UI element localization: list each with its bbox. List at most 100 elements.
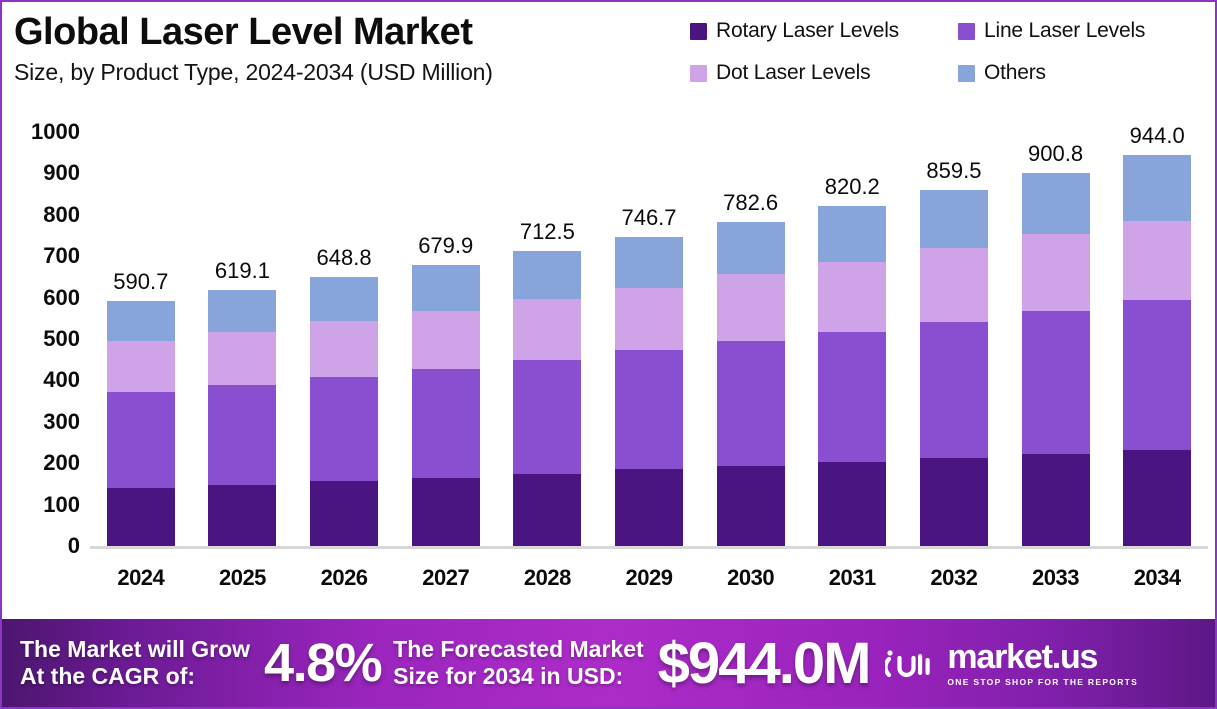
bars-container: 590.7 619.1 648.8 679.9 712.5 746.7 782.6 820.2… (90, 110, 1208, 546)
bar-group-2030[interactable]: 782.6 (716, 110, 785, 546)
bar-stack-2033 (1021, 173, 1090, 546)
bar-segment-2032-rotary-laser-levels[interactable] (919, 457, 988, 546)
bar-segment-2033-dot-laser-levels[interactable] (1021, 234, 1090, 311)
y-axis-tick-800: 800 (43, 201, 80, 227)
y-axis: 0 100 200 300 400 500 600 700 800 900 1000 (2, 110, 88, 607)
bar-segment-2024-rotary-laser-levels[interactable] (106, 488, 175, 546)
bar-group-2032[interactable]: 859.5 (919, 110, 988, 546)
bar-segment-2029-dot-laser-levels[interactable] (615, 288, 683, 351)
bar-segment-2034-others[interactable] (1123, 155, 1192, 222)
bar-segment-2029-rotary-laser-levels[interactable] (615, 469, 683, 546)
legend-item-3[interactable]: Others (958, 61, 1198, 85)
bar-segment-2032-others[interactable] (919, 190, 988, 248)
bar-segment-2031-dot-laser-levels[interactable] (818, 261, 887, 332)
bar-segment-2027-others[interactable] (411, 264, 480, 311)
bar-group-2025[interactable]: 619.1 (208, 110, 277, 546)
brand-tagline: ONE STOP SHOP FOR THE REPORTS (947, 676, 1139, 687)
legend-item-0[interactable]: Rotary Laser Levels (690, 19, 958, 43)
bar-segment-2029-line-laser-levels[interactable] (615, 350, 683, 470)
page-title: Global Laser Level Market (14, 11, 473, 53)
legend-swatch-dot (690, 64, 707, 82)
brand-logo[interactable]: market.us ONE STOP SHOP FOR THE REPORTS (883, 640, 1138, 687)
y-axis-tick-600: 600 (43, 284, 80, 310)
x-axis-tick-2030: 2030 (727, 565, 775, 590)
bar-segment-2032-dot-laser-levels[interactable] (919, 247, 988, 323)
bar-segment-2029-others[interactable] (615, 236, 683, 289)
bar-segment-2030-rotary-laser-levels[interactable] (716, 465, 785, 546)
forecast-caption-line1: The Forecasted Market (393, 635, 644, 662)
legend-label-2: Dot Laser Levels (716, 61, 871, 84)
bar-segment-2033-line-laser-levels[interactable] (1021, 310, 1090, 454)
bar-group-2026[interactable]: 648.8 (310, 110, 379, 546)
x-axis-tick-2025: 2025 (218, 565, 266, 590)
x-axis-tick-2029: 2029 (625, 565, 673, 590)
bar-segment-2028-others[interactable] (513, 251, 582, 300)
cagr-value: 4.8% (264, 633, 383, 693)
bar-segment-2024-line-laser-levels[interactable] (106, 392, 175, 489)
bar-group-2033[interactable]: 900.8 (1021, 110, 1090, 546)
y-axis-tick-500: 500 (43, 326, 80, 351)
bar-segment-2027-dot-laser-levels[interactable] (411, 310, 480, 369)
bar-group-2028[interactable]: 712.5 (513, 110, 582, 546)
bar-segment-2026-rotary-laser-levels[interactable] (310, 481, 379, 546)
bar-group-2034[interactable]: 944.0 (1123, 110, 1192, 546)
bar-segment-2025-line-laser-levels[interactable] (208, 384, 277, 485)
bar-segment-2026-others[interactable] (310, 277, 379, 322)
bar-segment-2034-rotary-laser-levels[interactable] (1123, 449, 1192, 546)
bar-segment-2033-rotary-laser-levels[interactable] (1021, 453, 1090, 546)
bar-segment-2030-dot-laser-levels[interactable] (716, 274, 785, 342)
bar-stack-2029 (615, 236, 683, 546)
legend-label-3: Others (984, 61, 1046, 84)
footer-banner: The Market will Grow At the CAGR of: 4.8… (2, 619, 1215, 707)
bar-segment-2031-others[interactable] (818, 206, 887, 262)
chart-legend: Rotary Laser Levels Line Laser Levels Dot … (690, 10, 1210, 94)
bar-segment-2028-rotary-laser-levels[interactable] (513, 474, 582, 546)
bar-value-label-2030: 782.6 (723, 190, 779, 216)
brand-name: market.us (947, 637, 1098, 676)
bar-value-label-2034: 944.0 (1129, 123, 1185, 149)
x-axis-tick-2026: 2026 (320, 565, 368, 590)
bar-value-label-2031: 820.2 (824, 174, 880, 200)
bar-segment-2028-dot-laser-levels[interactable] (513, 299, 582, 360)
bar-segment-2030-others[interactable] (716, 222, 785, 275)
bar-segment-2027-line-laser-levels[interactable] (411, 368, 480, 479)
bar-group-2024[interactable]: 590.7 (106, 110, 175, 546)
bar-group-2027[interactable]: 679.9 (411, 110, 480, 546)
bar-stack-2027 (411, 264, 480, 546)
bar-segment-2034-line-laser-levels[interactable] (1123, 299, 1192, 450)
x-axis-tick-2033: 2033 (1032, 565, 1080, 590)
bar-segment-2031-rotary-laser-levels[interactable] (818, 461, 887, 546)
bar-segment-2032-line-laser-levels[interactable] (919, 322, 988, 458)
x-axis-line (90, 546, 1208, 549)
bar-segment-2028-line-laser-levels[interactable] (513, 359, 582, 475)
bar-stack-2024 (106, 301, 175, 546)
y-axis-tick-900: 900 (43, 160, 80, 186)
x-axis-tick-2031: 2031 (828, 565, 876, 590)
brand-text: market.us ONE STOP SHOP FOR THE REPORTS (947, 640, 1138, 687)
bar-group-2031[interactable]: 820.2 (818, 110, 887, 546)
bar-segment-2034-dot-laser-levels[interactable] (1123, 221, 1192, 300)
x-axis-tick-2028: 2028 (523, 565, 571, 590)
bar-group-2029[interactable]: 746.7 (615, 110, 683, 546)
bar-stack-2034 (1123, 155, 1192, 546)
bar-segment-2026-dot-laser-levels[interactable] (310, 321, 379, 377)
cagr-caption: The Market will Grow At the CAGR of: (20, 636, 250, 690)
bar-segment-2031-line-laser-levels[interactable] (818, 331, 887, 462)
legend-swatch-others (958, 64, 975, 82)
bar-segment-2026-line-laser-levels[interactable] (310, 376, 379, 482)
bar-segment-2033-others[interactable] (1021, 173, 1090, 235)
bar-stack-2026 (310, 277, 379, 546)
bar-segment-2025-dot-laser-levels[interactable] (208, 331, 277, 385)
bar-segment-2024-dot-laser-levels[interactable] (106, 341, 175, 392)
legend-item-2[interactable]: Dot Laser Levels (690, 61, 958, 85)
bar-value-label-2027: 679.9 (418, 232, 474, 258)
bar-stack-2031 (818, 206, 887, 546)
bar-segment-2024-others[interactable] (106, 301, 175, 342)
bar-segment-2030-line-laser-levels[interactable] (716, 341, 785, 466)
bar-segment-2027-rotary-laser-levels[interactable] (411, 478, 480, 546)
legend-item-1[interactable]: Line Laser Levels (958, 19, 1198, 43)
bar-value-label-2025: 619.1 (214, 257, 270, 283)
bar-segment-2025-rotary-laser-levels[interactable] (208, 484, 277, 546)
bar-segment-2025-others[interactable] (208, 289, 277, 332)
